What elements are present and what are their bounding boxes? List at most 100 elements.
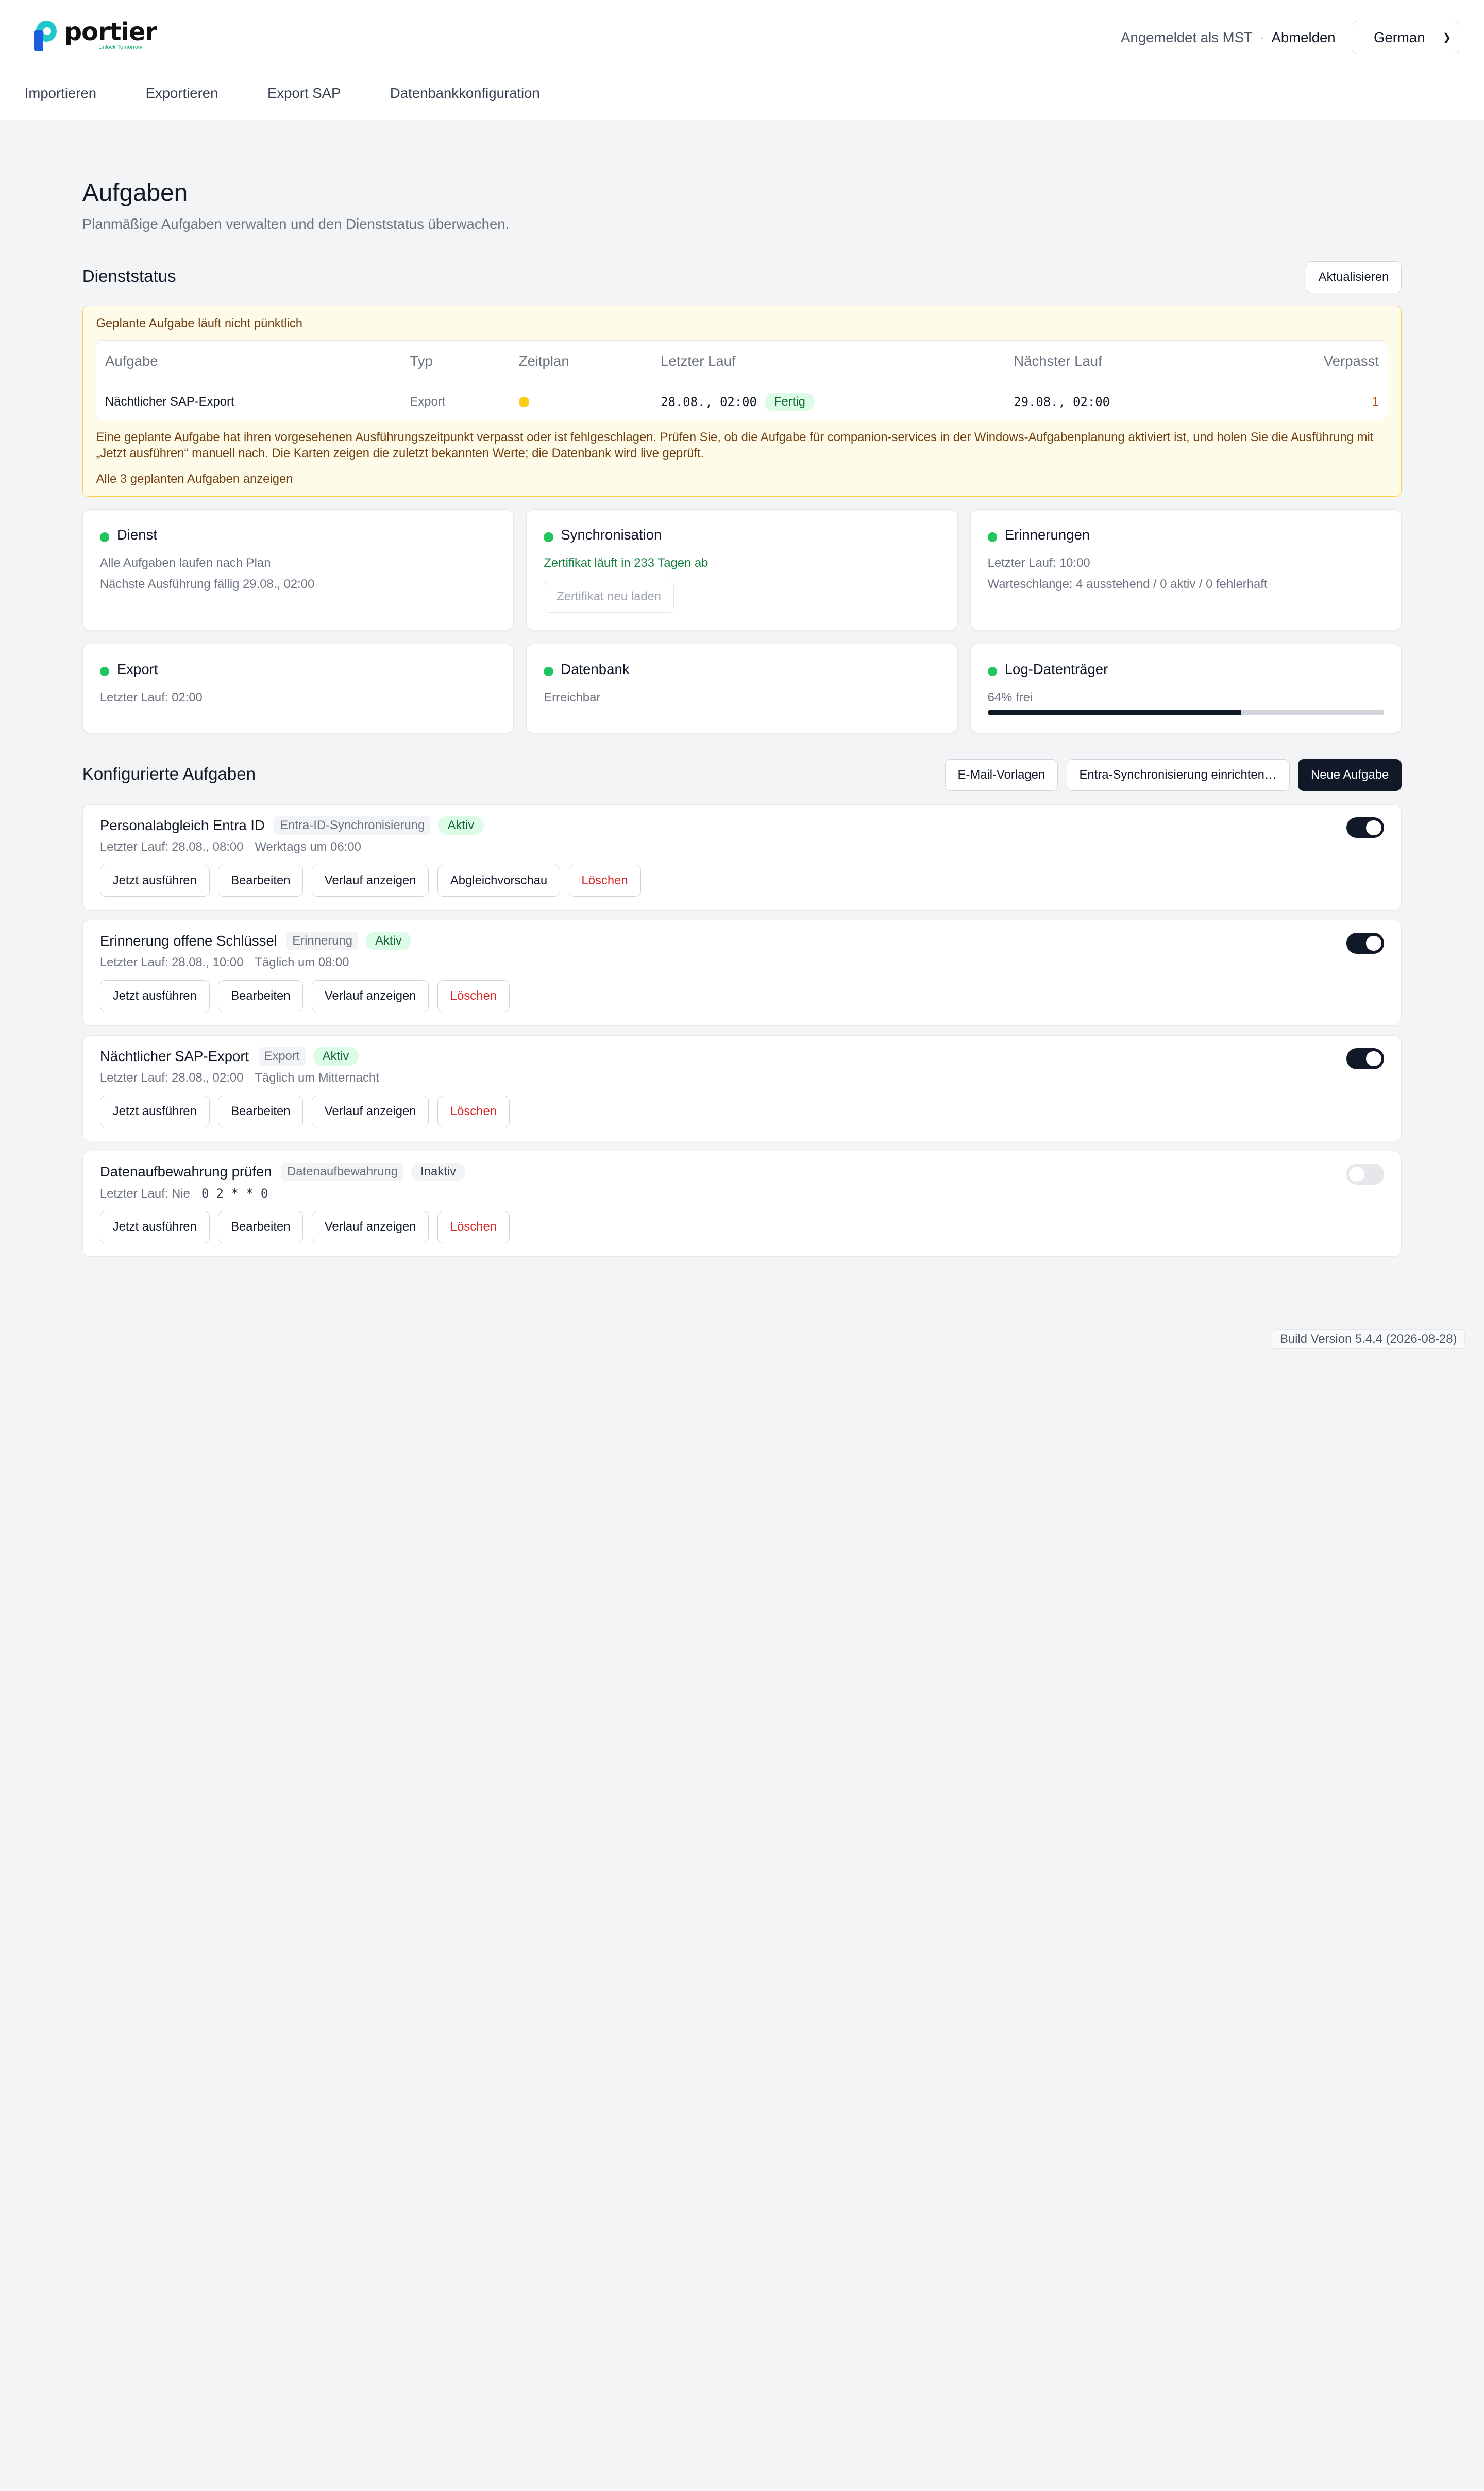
task-card: Personalabgleich Entra ID Entra-ID-Synch… xyxy=(82,804,1402,911)
row-task-name: Nächtlicher SAP-Export xyxy=(105,395,234,409)
card-title: Erinnerungen xyxy=(1004,527,1090,543)
refresh-button[interactable]: Aktualisieren xyxy=(1305,261,1402,294)
nav-item-export-sap[interactable]: Export SAP xyxy=(267,85,341,102)
task-last-run: Letzter Lauf: Nie xyxy=(99,1187,190,1201)
row-missed-count: 1 xyxy=(1372,395,1379,409)
language-value: German xyxy=(1374,29,1425,45)
task-schedule: Täglich um Mitternacht xyxy=(255,1071,379,1085)
run-now-button[interactable]: Jetzt ausführen xyxy=(99,864,210,897)
task-name: Datenaufbewahrung prüfen xyxy=(99,1164,272,1180)
status-card-export: Export Letzter Lauf: 02:00 xyxy=(82,643,514,734)
logo-tagline: Unlock Tomorrow xyxy=(98,44,142,51)
run-now-button[interactable]: Jetzt ausführen xyxy=(99,1096,210,1128)
configured-tasks-title: Konfigurierte Aufgaben xyxy=(82,765,256,784)
schedule-warning: Geplante Aufgabe läuft nicht pünktlich A… xyxy=(82,306,1402,497)
column-header: Nächster Lauf xyxy=(1014,353,1102,369)
show-history-button[interactable]: Verlauf anzeigen xyxy=(311,980,429,1013)
edit-button[interactable]: Bearbeiten xyxy=(218,1211,303,1243)
status-ok-icon xyxy=(987,532,997,542)
task-type-tag: Erinnerung xyxy=(286,932,359,950)
status-ok-icon xyxy=(99,667,110,677)
task-schedule-cron: 0 2 * * 0 xyxy=(201,1186,268,1201)
nav-item-export[interactable]: Exportieren xyxy=(145,85,218,102)
portier-logo[interactable]: portier Unlock Tomorrow xyxy=(32,19,157,52)
header-separator: · xyxy=(1260,30,1264,44)
column-header: Aufgabe xyxy=(105,353,158,369)
card-text: Alle Aufgaben laufen nach Plan xyxy=(99,556,271,570)
status-card-log-disk: Log-Datenträger 64% frei xyxy=(970,643,1402,734)
card-text: Letzter Lauf: 02:00 xyxy=(99,690,203,704)
card-title: Dienst xyxy=(116,527,157,543)
reload-certificate-button[interactable]: Zertifikat neu laden xyxy=(544,580,674,613)
last-run-time: 28.08., 02:00 xyxy=(661,395,757,410)
edit-button[interactable]: Bearbeiten xyxy=(218,864,303,897)
delete-button[interactable]: Löschen xyxy=(437,1211,510,1243)
row-next-run: 29.08., 02:00 xyxy=(1014,395,1110,410)
logout-link[interactable]: Abmelden xyxy=(1271,29,1336,45)
portier-logo-icon xyxy=(32,19,58,52)
entra-sync-setup-button[interactable]: Entra-Synchronisierung einrichten… xyxy=(1066,759,1290,792)
delete-button[interactable]: Löschen xyxy=(437,980,510,1013)
run-now-button[interactable]: Jetzt ausführen xyxy=(99,980,210,1013)
task-enabled-toggle[interactable] xyxy=(1346,1048,1385,1069)
status-ok-icon xyxy=(544,667,553,677)
card-text: 64% frei xyxy=(987,690,1033,704)
show-history-button[interactable]: Verlauf anzeigen xyxy=(311,1096,429,1128)
card-title: Datenbank xyxy=(561,661,630,677)
status-card-reminders: Erinnerungen Letzter Lauf: 10:00 Wartesc… xyxy=(970,509,1402,631)
card-text: Letzter Lauf: 10:00 xyxy=(987,556,1090,570)
top-header: portier Unlock Tomorrow Angemeldet als M… xyxy=(0,0,1484,121)
email-templates-button[interactable]: E-Mail-Vorlagen xyxy=(945,759,1058,792)
row-task-type: Export xyxy=(410,395,446,409)
task-type-tag: Entra-ID-Synchronisierung xyxy=(274,816,431,835)
card-title: Export xyxy=(116,661,158,677)
task-type-tag: Export xyxy=(258,1047,306,1066)
status-ok-icon xyxy=(99,532,110,542)
card-text: Warteschlange: 4 ausstehend / 0 aktiv / … xyxy=(987,577,1268,591)
app-root: portier Unlock Tomorrow Angemeldet als M… xyxy=(0,0,1484,1349)
task-enabled-toggle[interactable] xyxy=(1346,1164,1385,1185)
task-status-badge: Aktiv xyxy=(438,816,484,835)
chevron-down-icon: ❯ xyxy=(1442,32,1452,44)
status-card-service: Dienst Alle Aufgaben laufen nach Plan Nä… xyxy=(82,509,514,631)
task-enabled-toggle[interactable] xyxy=(1346,933,1385,954)
new-task-button[interactable]: Neue Aufgabe xyxy=(1298,759,1402,792)
task-enabled-toggle[interactable] xyxy=(1346,817,1385,838)
nav-item-database-config[interactable]: Datenbankkonfiguration xyxy=(390,85,540,102)
show-history-button[interactable]: Verlauf anzeigen xyxy=(311,1211,429,1243)
task-card: Erinnerung offene Schlüssel Erinnerung A… xyxy=(82,920,1402,1026)
task-last-run: Letzter Lauf: 28.08., 10:00 xyxy=(99,955,244,970)
page-title: Aufgaben xyxy=(82,179,188,207)
task-card: Datenaufbewahrung prüfen Datenaufbewahru… xyxy=(82,1151,1402,1257)
task-name: Personalabgleich Entra ID xyxy=(99,817,265,833)
status-ok-icon xyxy=(987,667,997,677)
edit-button[interactable]: Bearbeiten xyxy=(218,980,303,1013)
sync-preview-button[interactable]: Abgleichvorschau xyxy=(437,864,561,897)
show-all-tasks-link[interactable]: Alle 3 geplanten Aufgaben anzeigen xyxy=(96,472,293,486)
warning-body: Eine geplante Aufgabe hat ihren vorgeseh… xyxy=(96,430,1374,461)
task-last-run: Letzter Lauf: 28.08., 02:00 xyxy=(99,1071,244,1085)
column-header: Verpasst xyxy=(1323,353,1379,369)
nav-item-import[interactable]: Importieren xyxy=(24,85,97,102)
delete-button[interactable]: Löschen xyxy=(437,1096,510,1128)
run-now-button[interactable]: Jetzt ausführen xyxy=(99,1211,210,1243)
main-nav: Importieren Exportieren Export SAP Daten… xyxy=(25,85,589,102)
schedule-status-dot-icon xyxy=(518,396,529,407)
task-status-badge: Inaktiv xyxy=(411,1163,466,1181)
card-title: Log-Datenträger xyxy=(1004,661,1108,677)
warning-title: Geplante Aufgabe läuft nicht pünktlich xyxy=(96,316,303,331)
task-last-run: Letzter Lauf: 28.08., 08:00 xyxy=(99,840,244,854)
delete-button[interactable]: Löschen xyxy=(568,864,641,897)
user-area: Angemeldet als MST · Abmelden German ❯ xyxy=(1121,21,1460,54)
card-title: Synchronisation xyxy=(561,527,662,543)
language-select[interactable]: German ❯ xyxy=(1352,21,1460,54)
row-last-run: 28.08., 02:00 Fertig xyxy=(661,393,815,411)
disk-usage-fill xyxy=(987,709,1242,715)
build-version: Build Version 5.4.4 (2026-08-28) xyxy=(1272,1329,1465,1349)
task-card: Nächtlicher SAP-Export Export Aktiv Letz… xyxy=(82,1035,1402,1142)
missed-tasks-table: Aufgabe Typ Zeitplan Letzter Lauf Nächst… xyxy=(96,340,1388,421)
task-schedule: Werktags um 06:00 xyxy=(255,840,361,854)
show-history-button[interactable]: Verlauf anzeigen xyxy=(311,864,429,897)
edit-button[interactable]: Bearbeiten xyxy=(218,1096,303,1128)
table-header: Aufgabe Typ Zeitplan Letzter Lauf Nächst… xyxy=(96,341,1388,383)
